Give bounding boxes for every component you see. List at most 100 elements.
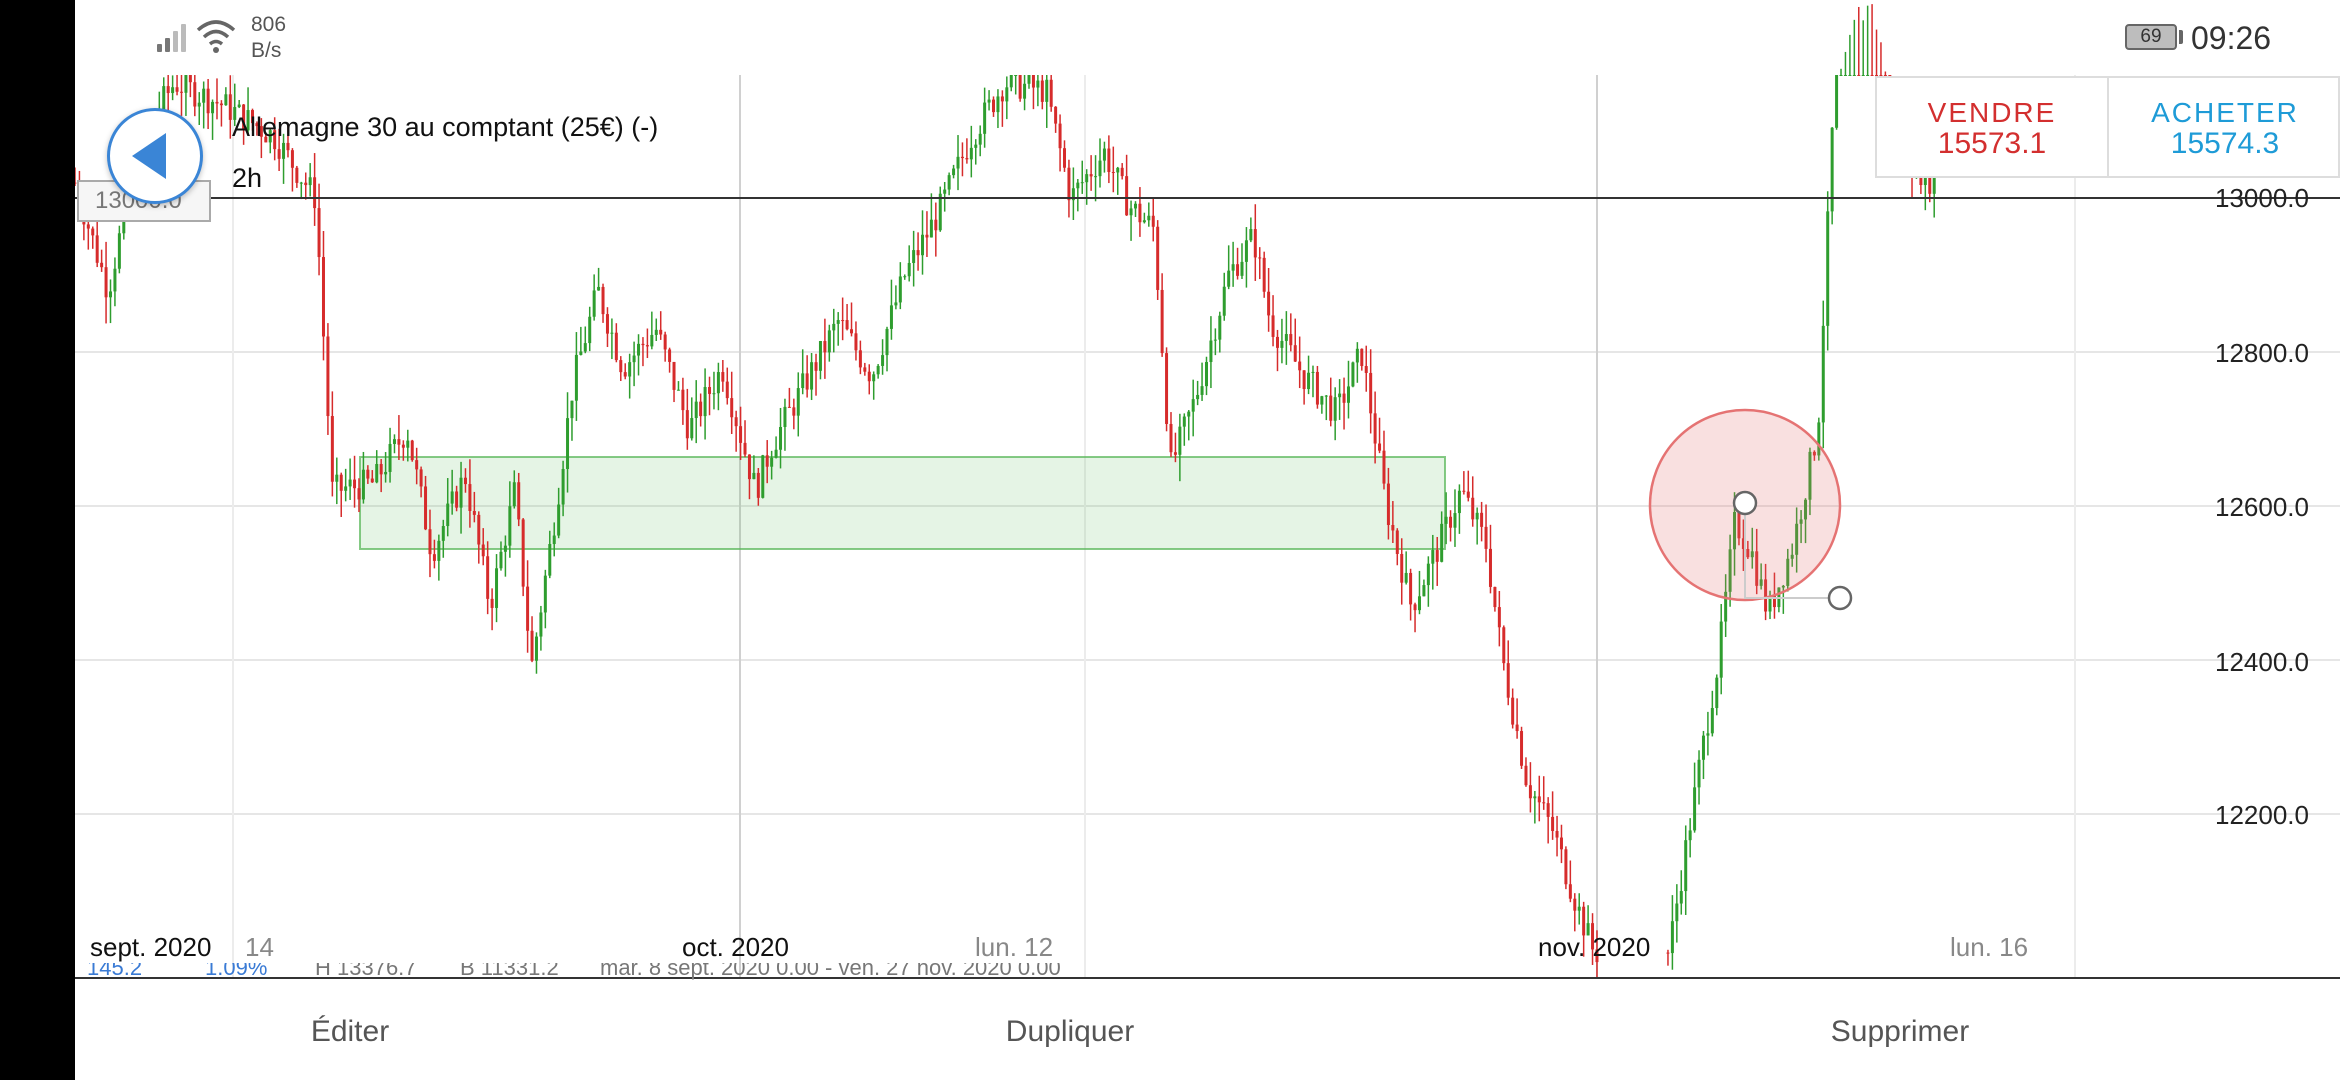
candle-down [1054, 106, 1058, 124]
candle-up [1577, 906, 1581, 911]
candle-up [716, 372, 720, 394]
edit-button[interactable]: Éditer [310, 1015, 390, 1048]
duplicate-button[interactable]: Dupliquer [1005, 1015, 1135, 1048]
candle-up [818, 341, 822, 371]
back-button[interactable] [107, 108, 203, 204]
circle-center-handle[interactable] [1732, 490, 1758, 516]
candle-up [1799, 519, 1803, 524]
info-range: mar. 8 sept. 2020 0.00 - ven. 27 nov. 20… [600, 963, 1061, 980]
candle-up [1129, 208, 1133, 216]
candle-up [894, 302, 898, 306]
candle-down [477, 514, 481, 545]
candle-up [113, 268, 117, 292]
candle-up [1684, 840, 1688, 892]
y-axis-label: 12400.0 [2215, 647, 2309, 677]
candle-down [1559, 837, 1563, 850]
candle-down [1165, 353, 1169, 424]
candle-up [361, 469, 365, 500]
candle-down [219, 103, 223, 106]
sell-button[interactable]: VENDRE 15573.1 [1877, 78, 2109, 178]
circle-radius-handle[interactable] [1827, 585, 1853, 611]
candle-down [419, 469, 423, 487]
candle-down [1173, 452, 1177, 455]
candle-down [805, 373, 809, 390]
candle-down [1302, 370, 1306, 390]
candle-up [956, 156, 960, 169]
candle-down [379, 463, 383, 475]
candle-up [876, 365, 880, 375]
candle-down [1089, 174, 1093, 177]
candle-down [756, 472, 760, 498]
candle-down [814, 362, 818, 371]
candle-up [987, 99, 991, 103]
candle-down [1391, 525, 1395, 531]
candle-up [1670, 921, 1674, 954]
candle-up [628, 362, 632, 377]
candle-down [1449, 516, 1453, 528]
candle-down [1772, 595, 1776, 608]
candle-up [632, 355, 636, 363]
buy-button[interactable]: ACHETER 15574.3 [2109, 78, 2340, 178]
candle-up [1076, 182, 1080, 189]
candle-up [495, 568, 499, 608]
candle-up [1191, 399, 1195, 412]
candle-down [286, 142, 290, 151]
candle-up [1475, 512, 1479, 520]
candle-down [1471, 497, 1475, 520]
candle-up [952, 168, 956, 176]
candle-up [712, 393, 716, 395]
candle-up [654, 329, 658, 335]
candle-down [1236, 264, 1240, 276]
candle-up [1697, 759, 1701, 788]
candle-up [929, 219, 933, 238]
candle-up [1453, 513, 1457, 528]
candle-up [1715, 677, 1719, 709]
candle-down [1595, 949, 1599, 963]
candle-down [1502, 627, 1506, 664]
candle-up [921, 234, 925, 256]
network-speed-unit: B/s [251, 39, 282, 62]
candle-up [246, 110, 250, 131]
candle-up [588, 316, 592, 344]
candle-up [446, 503, 450, 527]
instrument-title: Allemagne 30 au comptant (25€) (-) [232, 112, 659, 142]
candle-up [534, 636, 538, 661]
candle-up [1045, 79, 1049, 102]
delete-button[interactable]: Supprimer [1830, 1015, 1970, 1048]
candle-down [1506, 663, 1510, 698]
candle-up [335, 474, 339, 482]
candle-down [1395, 530, 1399, 554]
candle-up [832, 323, 836, 331]
support-zone[interactable] [359, 456, 1446, 550]
candle-down [1737, 512, 1741, 539]
x-axis-label: sept. 2020 [90, 932, 212, 962]
candle-up [1839, 75, 1843, 76]
candle-down [960, 156, 964, 159]
price-chart[interactable] [75, 0, 2340, 984]
candle-up [503, 545, 507, 552]
candle-up [237, 104, 241, 108]
candle-down [179, 91, 183, 93]
candle-down [1568, 884, 1572, 899]
candle-down [1564, 849, 1568, 885]
candle-up [552, 535, 556, 545]
y-axis-label: 12600.0 [2215, 492, 2309, 522]
candle-down [685, 410, 689, 439]
candle-up [694, 401, 698, 419]
candle-up [392, 439, 396, 444]
candle-down [366, 469, 370, 479]
candle-down [75, 182, 77, 184]
candle-up [969, 147, 973, 160]
candle-up [1244, 240, 1248, 262]
candle-up [1843, 75, 1847, 76]
candle-up [1795, 523, 1799, 555]
candle-up [384, 471, 388, 475]
candle-up [1080, 182, 1084, 184]
candle-up [211, 101, 215, 114]
candle-up [597, 286, 601, 291]
candle-down [264, 136, 268, 143]
timeframe-label[interactable]: 2h [232, 163, 263, 193]
candle-up [1071, 188, 1075, 201]
candle-down [1063, 148, 1067, 168]
candle-up [1178, 426, 1182, 455]
